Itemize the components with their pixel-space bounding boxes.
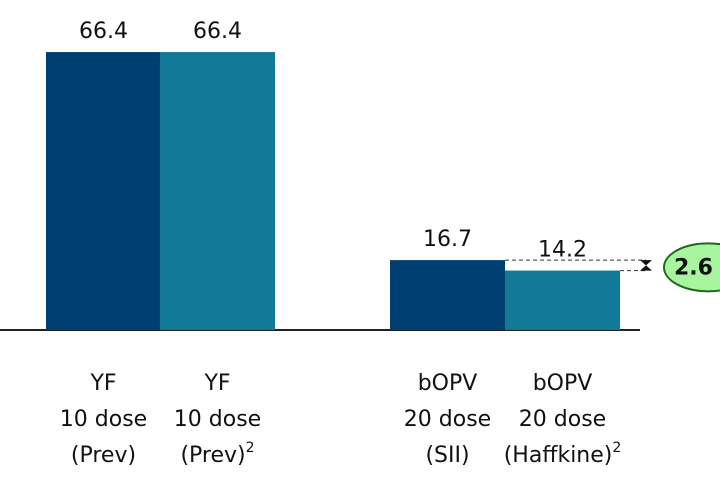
x-tick-label: (Prev)	[71, 443, 136, 468]
x-tick-label-line: (Prev)	[180, 443, 245, 468]
annotation-bubble	[663, 242, 720, 293]
x-tick-label-line: 10 dose	[60, 407, 147, 432]
x-tick-label: YF	[203, 371, 230, 396]
x-tick-label-line: 10 dose	[174, 407, 261, 432]
x-tick-label: bOPV	[533, 371, 593, 396]
x-tick-label: 20 dose	[404, 407, 491, 432]
footnote-mark: 2	[246, 440, 255, 456]
x-tick-label: (Prev)2	[180, 440, 254, 468]
x-tick-label-line: bOPV	[533, 371, 593, 396]
bar	[390, 260, 505, 330]
bar	[160, 52, 275, 330]
x-tick-label: bOPV	[418, 371, 478, 396]
value-label: 14.2	[538, 238, 587, 263]
x-tick-label-line: YF	[203, 371, 230, 396]
x-tick-label: 20 dose	[519, 407, 606, 432]
x-tick-label: (Haffkine)2	[504, 440, 622, 468]
x-tick-label-line: 20 dose	[519, 407, 606, 432]
x-tick-label-line: YF	[89, 371, 116, 396]
bar	[505, 270, 620, 330]
x-tick-label-line: (SII)	[425, 443, 469, 468]
x-tick-label: 10 dose	[60, 407, 147, 432]
x-tick-label: YF	[89, 371, 116, 396]
value-label: 16.7	[423, 227, 472, 252]
bar	[46, 52, 161, 330]
x-tick-label: (SII)	[425, 443, 469, 468]
x-tick-label-line: (Prev)	[71, 443, 136, 468]
x-tick-label-line: (Haffkine)	[504, 443, 613, 468]
value-label: 66.4	[79, 19, 128, 44]
x-tick-label-line: bOPV	[418, 371, 478, 396]
x-tick-label-line: 20 dose	[404, 407, 491, 432]
difference-marker	[640, 260, 652, 271]
value-label: 66.4	[193, 19, 242, 44]
annotation-text: 2.6	[674, 255, 713, 280]
x-tick-label: 10 dose	[174, 407, 261, 432]
footnote-mark: 2	[612, 440, 621, 456]
